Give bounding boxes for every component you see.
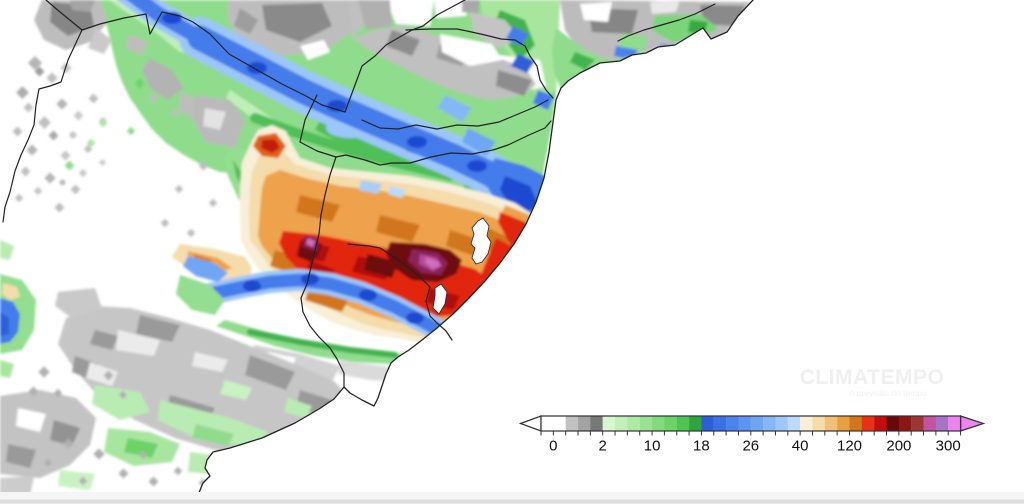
svg-text:120: 120: [837, 438, 862, 455]
svg-text:200: 200: [886, 438, 911, 455]
svg-text:40: 40: [792, 438, 809, 455]
svg-text:10: 10: [644, 438, 661, 455]
svg-text:0: 0: [549, 438, 557, 455]
svg-text:A previsão do tempo: A previsão do tempo: [849, 388, 927, 398]
svg-text:300: 300: [936, 438, 961, 455]
svg-text:2: 2: [599, 438, 607, 455]
svg-text:CLIMATEMPO: CLIMATEMPO: [800, 366, 945, 389]
svg-text:18: 18: [693, 438, 710, 455]
svg-text:26: 26: [742, 438, 759, 455]
